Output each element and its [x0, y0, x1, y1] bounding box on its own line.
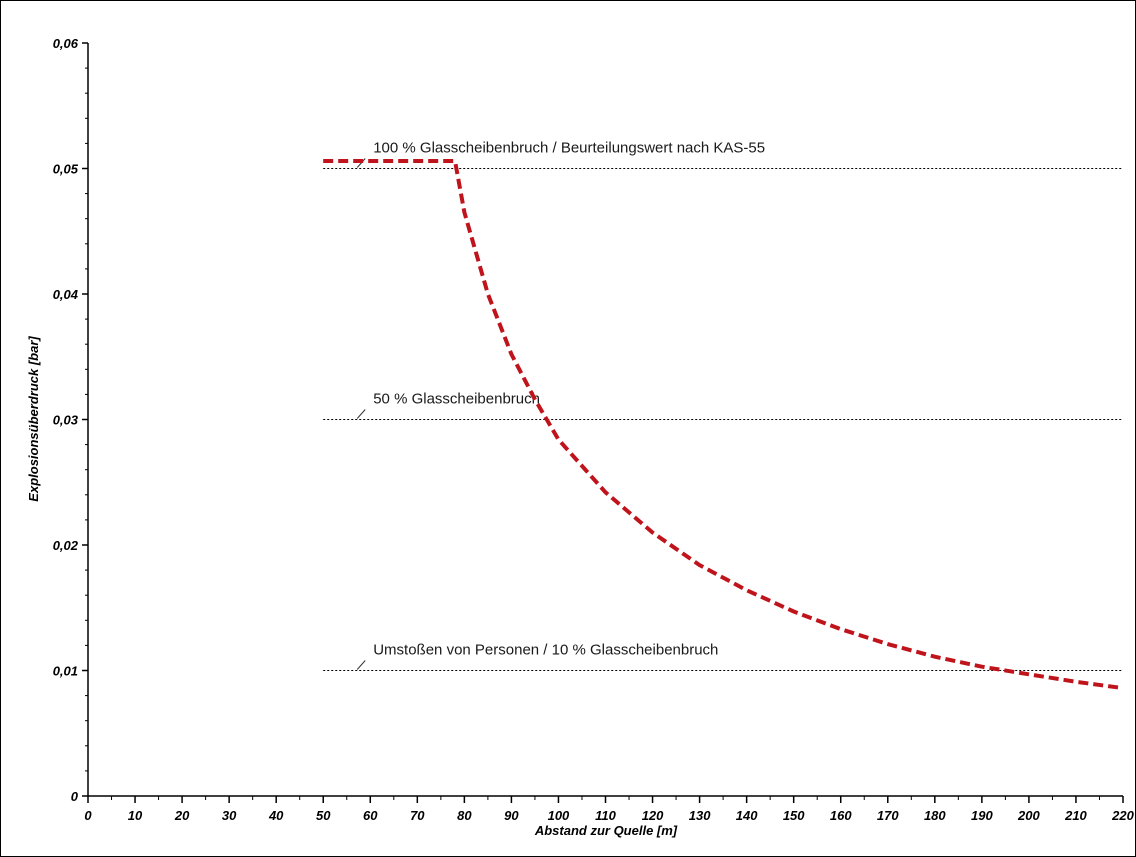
- x-tick-label: 160: [830, 808, 852, 823]
- data-series-line: [323, 159, 1124, 691]
- y-tick-label: 0,02: [53, 538, 79, 553]
- x-tick-label: 170: [877, 808, 899, 823]
- reference-label: 50 % Glasscheibenbruch: [373, 391, 540, 408]
- x-tick-label: 10: [128, 808, 143, 823]
- x-tick-label: 150: [783, 808, 805, 823]
- y-tick-label: 0,05: [53, 162, 79, 177]
- label-leader: [356, 660, 366, 670]
- x-tick-label: 220: [1111, 808, 1134, 823]
- x-tick-label: 190: [971, 808, 993, 823]
- x-tick-label: 100: [548, 808, 570, 823]
- x-tick-label: 200: [1017, 808, 1040, 823]
- x-tick-label: 60: [363, 808, 378, 823]
- reference-label: Umstoßen von Personen / 10 % Glasscheibe…: [373, 642, 718, 659]
- x-tick-label: 130: [689, 808, 711, 823]
- x-tick-label: 140: [736, 808, 758, 823]
- x-tick-label: 50: [316, 808, 331, 823]
- x-tick-label: 30: [222, 808, 237, 823]
- x-tick-label: 210: [1064, 808, 1087, 823]
- x-axis-title: Abstand zur Quelle [m]: [534, 823, 678, 838]
- y-tick-label: 0: [71, 789, 79, 804]
- y-tick-label: 0,03: [53, 413, 79, 428]
- label-leader: [356, 409, 366, 419]
- x-tick-label: 20: [174, 808, 190, 823]
- reference-label: 100 % Glasscheibenbruch / Beurteilungswe…: [373, 140, 765, 157]
- y-tick-label: 0,06: [53, 36, 79, 51]
- x-tick-label: 70: [410, 808, 425, 823]
- x-tick-label: 120: [642, 808, 664, 823]
- y-tick-label: 0,01: [53, 664, 78, 679]
- x-tick-label: 110: [595, 808, 616, 823]
- y-tick-label: 0,04: [53, 287, 79, 302]
- x-tick-label: 0: [84, 808, 92, 823]
- x-tick-label: 80: [457, 808, 472, 823]
- x-tick-label: 90: [504, 808, 519, 823]
- y-axis-title: Explosionsüberdruck [bar]: [26, 336, 41, 502]
- x-tick-label: 180: [924, 808, 946, 823]
- x-tick-label: 40: [268, 808, 284, 823]
